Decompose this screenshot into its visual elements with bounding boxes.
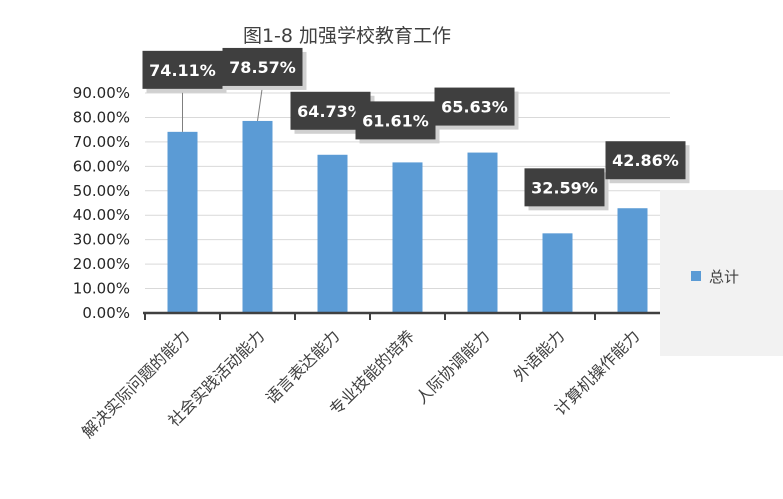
bar	[542, 233, 573, 313]
y-tick-label: 90.00%	[73, 84, 130, 102]
bar	[392, 162, 423, 313]
data-label-text: 42.86%	[612, 151, 679, 170]
bar	[617, 208, 648, 313]
data-labels: 74.11% 78.57% 64.73%61.61% 65.63% 32.59% 42.8…	[142, 47, 690, 211]
x-tick-label: 语言表达能力	[262, 326, 343, 407]
data-label-box	[524, 168, 605, 207]
x-tick-label: 外语能力	[510, 326, 569, 385]
data-label-leader	[257, 85, 263, 122]
legend-panel	[660, 190, 783, 356]
y-tick-label: 60.00%	[73, 157, 130, 175]
data-label: 42.86%	[605, 141, 690, 184]
bar	[317, 154, 348, 313]
y-tick-label: 80.00%	[73, 108, 130, 126]
data-label: 32.59%	[524, 168, 609, 211]
bar	[242, 120, 273, 313]
bars	[167, 120, 648, 313]
data-label-box	[355, 101, 436, 140]
y-tick-label: 0.00%	[82, 304, 130, 322]
data-label-text: 64.73%	[297, 102, 364, 121]
data-label: 78.57%	[222, 47, 307, 122]
legend-label: 总计	[709, 268, 739, 286]
y-tick-label: 70.00%	[73, 133, 130, 151]
data-label: 65.63%	[434, 87, 519, 130]
data-label-text: 74.11%	[149, 61, 216, 80]
y-axis-ticks: 0.00% 10.00% 20.00% 30.00% 40.00% 50.00% 60.00…	[73, 84, 130, 322]
chart-title: 图1-8 加强学校教育工作	[243, 25, 451, 47]
data-label: 74.11%	[142, 50, 227, 132]
x-tick-label: 人际协调能力	[412, 326, 493, 407]
y-tick-label: 10.00%	[73, 280, 130, 298]
bar	[167, 131, 198, 313]
y-tick-label: 20.00%	[73, 255, 130, 273]
y-tick-label: 40.00%	[73, 206, 130, 224]
y-tick-label: 30.00%	[73, 231, 130, 249]
data-label: 61.61%	[355, 101, 440, 144]
data-label-box	[434, 87, 515, 126]
data-label-text: 78.57%	[229, 58, 296, 77]
bar	[467, 152, 498, 313]
data-label-box	[222, 47, 303, 86]
data-label-box	[605, 141, 686, 180]
y-tick-label: 50.00%	[73, 182, 130, 200]
data-label-text: 65.63%	[441, 98, 508, 117]
x-axis	[143, 311, 671, 320]
data-label-box	[142, 50, 223, 89]
legend-swatch	[691, 271, 701, 281]
legend: 总计	[660, 190, 783, 356]
data-label-text: 32.59%	[531, 178, 598, 197]
data-label-text: 61.61%	[362, 111, 429, 130]
